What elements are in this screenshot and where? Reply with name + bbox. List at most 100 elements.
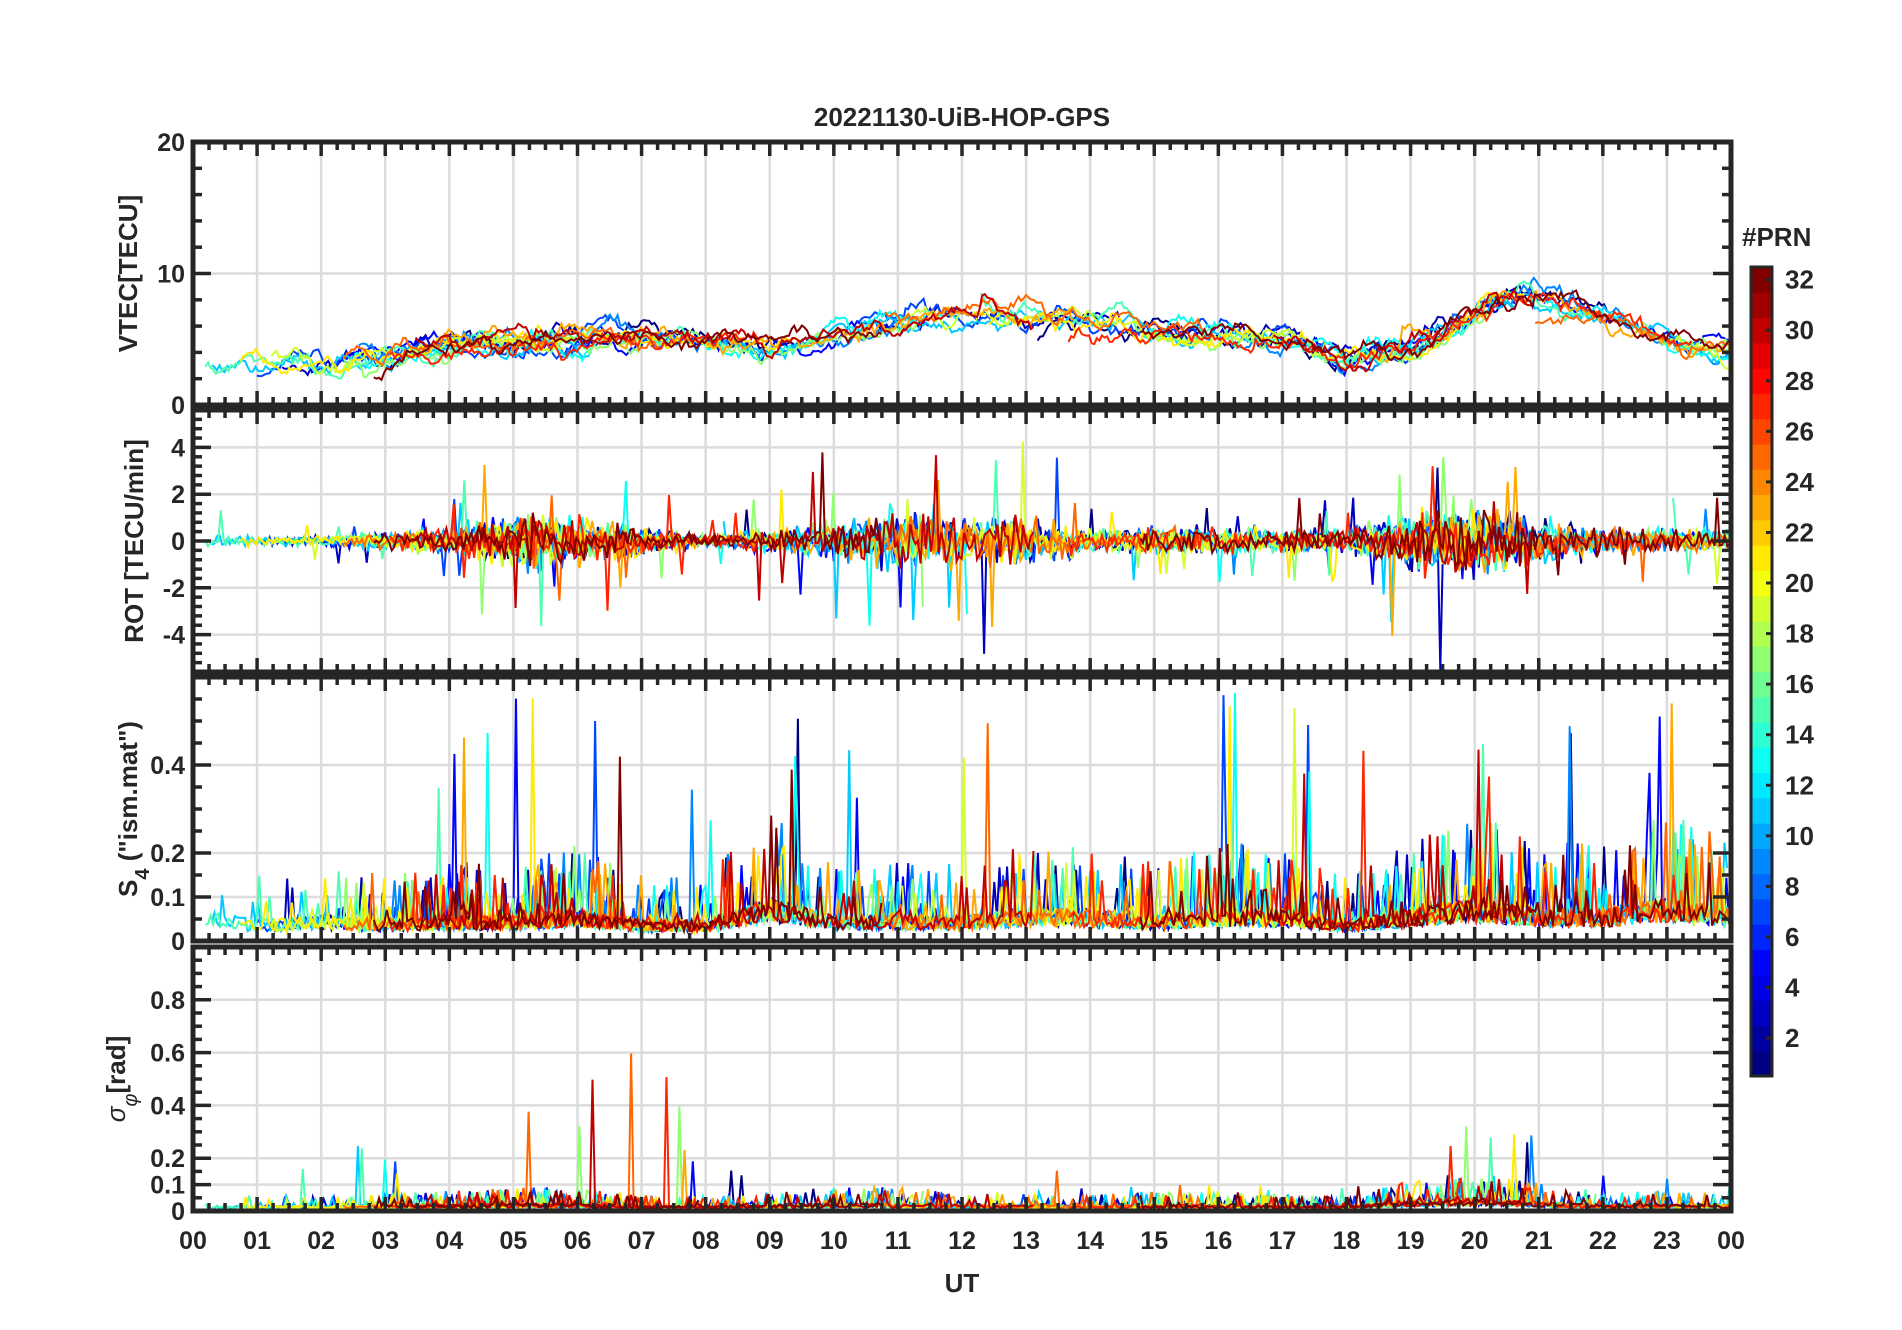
x-tick-label: 14 (1076, 1227, 1104, 1255)
series-group (204, 441, 1731, 671)
colorbar-tick-label: 14 (1785, 720, 1814, 750)
colorbar-segment (1751, 1000, 1772, 1026)
y-tick-label: 0.2 (150, 840, 185, 868)
colorbar-segment (1751, 924, 1772, 951)
x-tick-label: 00 (1717, 1227, 1745, 1255)
colorbar-segment (1751, 797, 1772, 824)
series-line-prn-5 (310, 315, 930, 374)
x-tick-label: 03 (371, 1227, 399, 1255)
series-line-prn-21 (987, 506, 1526, 583)
colorbar-segment (1751, 418, 1772, 445)
panel-vtec: 0 10 20 VTEC[TECU] (113, 129, 1734, 420)
series-line-prn-15 (979, 280, 1597, 366)
colorbar-segment (1751, 747, 1772, 774)
colorbar-segment (1751, 696, 1772, 723)
y-tick-label: 4 (171, 434, 185, 462)
colorbar-segment (1751, 317, 1772, 344)
colorbar-label: #PRN (1742, 222, 1811, 252)
chart-title: 20221130-UiB-HOP-GPS (814, 102, 1110, 132)
y-axis-label-rest: ("ism.mat") (113, 721, 143, 868)
y-axis-label-sigma: σφ[rad] (101, 1036, 142, 1123)
x-tick-label: 02 (307, 1227, 335, 1255)
y-tick-label: 0.8 (150, 987, 185, 1015)
colorbar-segment (1751, 646, 1772, 672)
colorbar-tick-label: 4 (1785, 973, 1800, 1003)
series-line-prn-25 (884, 293, 1206, 333)
series-line-prn-30 (415, 1079, 1034, 1211)
series-line-prn-32 (1139, 289, 1731, 362)
colorbar-tick-label: 12 (1785, 770, 1814, 800)
x-tick-label: 10 (820, 1227, 848, 1255)
x-tick-label: 18 (1333, 1227, 1361, 1255)
series-line-prn-17 (342, 316, 924, 379)
colorbar-tick-label: 6 (1785, 922, 1799, 952)
x-axis-label: UT (945, 1268, 980, 1298)
series-line-prn-32 (373, 323, 882, 382)
series-line-prn-7 (256, 313, 696, 378)
colorbar-segment (1751, 823, 1772, 849)
colorbar-segment (1751, 848, 1772, 875)
series-group (204, 276, 1731, 382)
x-tick-label: 05 (500, 1227, 528, 1255)
colorbar-segment (1751, 1025, 1772, 1052)
panel-s4: 00.10.20.4S4 ("ism.mat") (113, 674, 1734, 956)
x-tick-labels: 00 01 02 03 04 05 06 07 08 09 10 11 12 13 14 15 16 17 18 19… (179, 1227, 1745, 1255)
series-line-prn-32 (1139, 1181, 1731, 1211)
y-axis-label-main: σ (101, 1105, 131, 1122)
y-axis-label-sub: φ (120, 1094, 142, 1107)
colorbar-segment (1751, 974, 1772, 1001)
colorbar-tick-label: 10 (1785, 821, 1814, 851)
x-tick-label: 13 (1012, 1227, 1040, 1255)
x-tick-label: 12 (948, 1227, 976, 1255)
colorbar-segment (1751, 342, 1772, 369)
series-line-prn-25 (1534, 310, 1731, 361)
y-axis-label-main: ROT [TECU/min] (119, 439, 149, 643)
colorbar-segment (1751, 519, 1772, 546)
colorbar-segment (1751, 267, 1772, 293)
colorbar-tick-label: 2 (1785, 1023, 1799, 1053)
colorbar-segment (1751, 545, 1772, 571)
series-line-prn-25 (1534, 822, 1731, 930)
x-tick-label: 15 (1140, 1227, 1168, 1255)
y-axis-label-s4: S4 ("ism.mat") (113, 721, 154, 897)
y-tick-label: -2 (163, 575, 185, 603)
colorbar-segment (1751, 873, 1772, 900)
x-tick-label: 17 (1269, 1227, 1297, 1255)
colorbar-tick-label: 24 (1785, 467, 1814, 497)
colorbar-segment (1751, 620, 1772, 647)
colorbar-frame (1749, 265, 1774, 1078)
y-axis-label-main: S (113, 880, 143, 897)
x-tick-label: 06 (564, 1227, 592, 1255)
colorbar-segment (1751, 292, 1772, 319)
series-line-prn-27 (1067, 291, 1693, 369)
colorbar-segment (1751, 671, 1772, 698)
x-tick-label: 07 (628, 1227, 656, 1255)
y-tick-label: 2 (171, 481, 185, 509)
colorbar-segment (1751, 494, 1772, 521)
colorbar-segment (1751, 772, 1772, 799)
y-tick-label: 0 (171, 528, 185, 556)
x-tick-label: 23 (1653, 1227, 1681, 1255)
y-tick-label: 0.1 (150, 1172, 185, 1200)
y-axis-label-rot: ROT [TECU/min] (119, 439, 149, 643)
y-tick-label: 20 (157, 129, 185, 157)
series-line-prn-21 (240, 698, 788, 936)
y-tick-label: 0.2 (150, 1145, 185, 1173)
colorbar-tick-label: 26 (1785, 416, 1814, 446)
colorbar-tick-label: 32 (1785, 265, 1814, 295)
x-tick-label: 16 (1204, 1227, 1232, 1255)
series-line-prn-32 (373, 1190, 883, 1211)
colorbar-segment (1751, 1050, 1772, 1077)
series-line-prn-25 (884, 1170, 1206, 1211)
colorbar-tick-label: 20 (1785, 568, 1814, 598)
colorbar-tick-label: 18 (1785, 619, 1814, 649)
x-tick-label: 20 (1461, 1227, 1489, 1255)
y-axis-label-main: VTEC[TECU] (113, 195, 143, 352)
y-tick-label: 0.4 (150, 1092, 185, 1120)
series-line-prn-27 (388, 330, 760, 365)
x-tick-label: 21 (1525, 1227, 1553, 1255)
colorbar-segment (1751, 393, 1772, 420)
x-tick-label: 22 (1589, 1227, 1617, 1255)
y-tick-label: 0 (171, 392, 185, 420)
